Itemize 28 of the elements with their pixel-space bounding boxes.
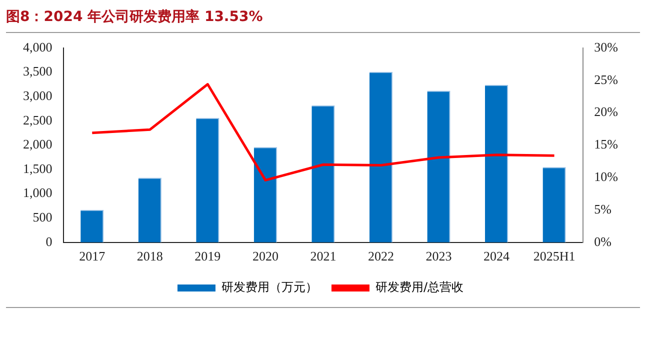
y2-tick-label: 30% — [594, 39, 618, 54]
x-tick-label: 2025H1 — [533, 248, 576, 264]
y-tick-label: 0 — [46, 234, 52, 249]
y-tick-label: 1,500 — [23, 160, 52, 176]
legend-label: 研发费用（万元） — [221, 280, 318, 294]
y-tick-label: 1,000 — [23, 185, 52, 200]
chart-title: 图8：2024 年公司研发费用率 13.53% — [6, 8, 263, 26]
x-tick-label: 2021 — [310, 248, 336, 264]
y-tick-label: 2,500 — [23, 112, 52, 128]
y2-tick-label: 15% — [594, 136, 618, 152]
x-tick-label: 2023 — [426, 248, 452, 264]
y2-tick-label: 0% — [594, 234, 612, 249]
x-tick-label: 2020 — [252, 248, 278, 264]
x-tick-label: 2017 — [79, 248, 106, 264]
legend-label: 研发费用/总营收 — [375, 280, 464, 294]
y2-tick-label: 25% — [594, 72, 618, 87]
x-tick-label: 2024 — [484, 248, 510, 264]
x-tick-label: 2018 — [136, 248, 163, 264]
y-tick-label: 500 — [32, 210, 52, 225]
y2-tick-label: 5% — [594, 201, 612, 216]
y-tick-label: 3,500 — [23, 64, 52, 79]
y-tick-label: 4,000 — [23, 39, 52, 54]
y-tick-label: 3,000 — [23, 88, 52, 104]
y2-tick-label: 10% — [594, 169, 618, 184]
y2-tick-label: 20% — [594, 104, 618, 120]
x-tick-label: 2022 — [368, 248, 394, 264]
y-tick-label: 2,000 — [23, 136, 52, 152]
x-tick-label: 2019 — [194, 248, 221, 264]
